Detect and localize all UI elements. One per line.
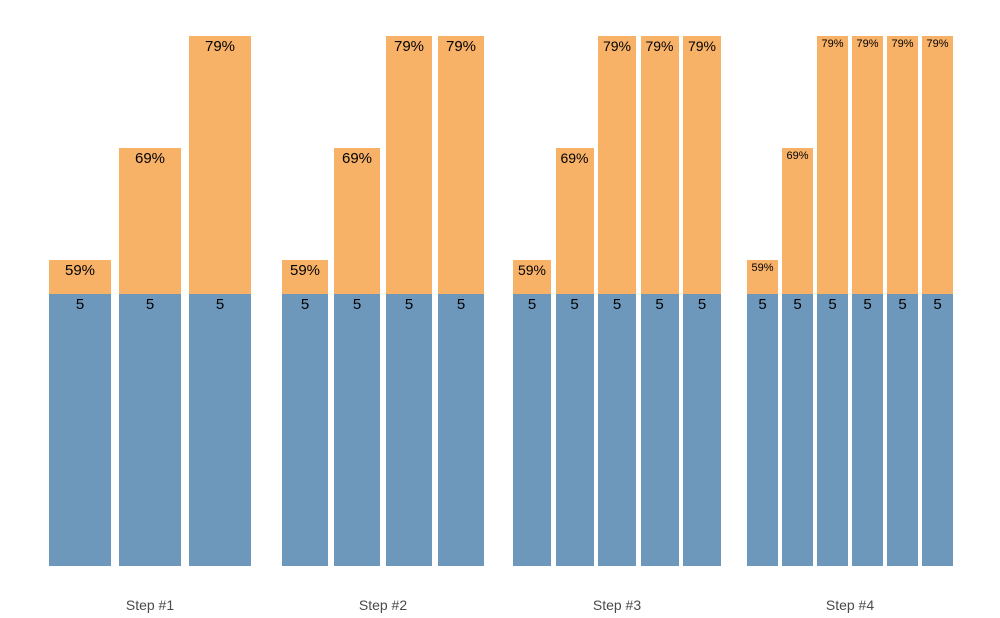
percent-label: 69% bbox=[134, 150, 166, 168]
stacked-bar: 69% 5 bbox=[555, 0, 594, 566]
stacked-bar: 69% 5 bbox=[782, 0, 813, 566]
base-segment: 5 bbox=[683, 294, 721, 566]
x-axis-group-label: Step #3 bbox=[592, 597, 642, 613]
stacked-bar: 79% 5 bbox=[640, 0, 679, 566]
percent-segment: 79% bbox=[640, 36, 679, 294]
stacked-bar: 79% 5 bbox=[922, 0, 953, 566]
base-segment: 5 bbox=[49, 294, 111, 566]
base-value-label: 5 bbox=[527, 296, 537, 313]
x-axis-group-label: Step #4 bbox=[825, 597, 875, 613]
percent-segment: 79% bbox=[438, 36, 484, 294]
percent-label: 79% bbox=[687, 38, 717, 55]
base-value-label: 5 bbox=[933, 296, 942, 313]
percent-label: 79% bbox=[602, 38, 632, 55]
percent-label: 79% bbox=[891, 38, 914, 51]
percent-segment: 59% bbox=[513, 260, 551, 294]
percent-segment: 59% bbox=[747, 260, 778, 294]
percent-segment: 79% bbox=[189, 36, 251, 294]
percent-label: 59% bbox=[517, 262, 547, 279]
percent-segment: 79% bbox=[922, 36, 953, 294]
percent-segment: 69% bbox=[334, 148, 380, 294]
percent-label: 69% bbox=[341, 150, 373, 168]
base-value-label: 5 bbox=[898, 296, 907, 313]
percent-segment: 69% bbox=[555, 148, 594, 294]
bar-group: 59% 5 69% 5 79% 5 bbox=[49, 0, 251, 566]
base-value-label: 5 bbox=[570, 296, 579, 313]
stacked-bar: 79% 5 bbox=[817, 0, 848, 566]
base-value-label: 5 bbox=[352, 296, 362, 313]
base-segment: 5 bbox=[640, 294, 679, 566]
percent-segment: 79% bbox=[598, 36, 636, 294]
percent-segment: 79% bbox=[887, 36, 918, 294]
percent-segment: 79% bbox=[852, 36, 883, 294]
stacked-bar: 79% 5 bbox=[887, 0, 918, 566]
base-segment: 5 bbox=[852, 294, 883, 566]
base-segment: 5 bbox=[598, 294, 636, 566]
percent-label: 79% bbox=[821, 38, 844, 51]
base-segment: 5 bbox=[747, 294, 778, 566]
base-segment: 5 bbox=[555, 294, 594, 566]
stacked-bar: 79% 5 bbox=[598, 0, 636, 566]
percent-segment: 79% bbox=[817, 36, 848, 294]
base-value-label: 5 bbox=[863, 296, 872, 313]
stacked-bar: 79% 5 bbox=[852, 0, 883, 566]
percent-label: 69% bbox=[786, 150, 809, 163]
base-value-label: 5 bbox=[828, 296, 837, 313]
x-axis-group-label: Step #1 bbox=[125, 597, 175, 613]
percent-label: 79% bbox=[926, 38, 949, 51]
percent-segment: 59% bbox=[282, 260, 328, 294]
base-value-label: 5 bbox=[404, 296, 414, 313]
base-value-label: 5 bbox=[655, 296, 664, 313]
stacked-bar: 69% 5 bbox=[119, 0, 181, 566]
stacked-bar: 79% 5 bbox=[386, 0, 432, 566]
percent-label: 69% bbox=[560, 150, 589, 167]
percent-segment: 59% bbox=[49, 260, 111, 294]
bar-group: 59% 5 69% 5 79% 5 79% 5 79% 5 79% 5 bbox=[747, 0, 953, 566]
stacked-bar: 79% 5 bbox=[438, 0, 484, 566]
base-segment: 5 bbox=[513, 294, 551, 566]
bar-group: 59% 5 69% 5 79% 5 79% 5 79% 5 bbox=[513, 0, 721, 566]
stacked-bar: 59% 5 bbox=[747, 0, 778, 566]
percent-label: 59% bbox=[289, 262, 321, 280]
base-segment: 5 bbox=[782, 294, 813, 566]
stacked-bar: 79% 5 bbox=[683, 0, 721, 566]
stacked-bar: 69% 5 bbox=[334, 0, 380, 566]
base-segment: 5 bbox=[282, 294, 328, 566]
base-segment: 5 bbox=[887, 294, 918, 566]
base-value-label: 5 bbox=[215, 296, 225, 313]
base-value-label: 5 bbox=[145, 296, 155, 313]
x-axis-group-label: Step #2 bbox=[358, 597, 408, 613]
percent-label: 79% bbox=[645, 38, 674, 55]
stacked-bar: 59% 5 bbox=[513, 0, 551, 566]
base-segment: 5 bbox=[386, 294, 432, 566]
percent-label: 79% bbox=[393, 38, 425, 56]
base-value-label: 5 bbox=[697, 296, 707, 313]
percent-segment: 79% bbox=[386, 36, 432, 294]
base-value-label: 5 bbox=[456, 296, 466, 313]
base-value-label: 5 bbox=[793, 296, 802, 313]
percent-segment: 79% bbox=[683, 36, 721, 294]
base-segment: 5 bbox=[119, 294, 181, 566]
percent-label: 59% bbox=[751, 262, 774, 275]
stacked-bar: 59% 5 bbox=[49, 0, 111, 566]
percent-label: 59% bbox=[64, 262, 96, 280]
percent-segment: 69% bbox=[119, 148, 181, 294]
base-segment: 5 bbox=[334, 294, 380, 566]
base-segment: 5 bbox=[189, 294, 251, 566]
percent-label: 79% bbox=[856, 38, 879, 51]
base-segment: 5 bbox=[438, 294, 484, 566]
percent-segment: 69% bbox=[782, 148, 813, 294]
percent-label: 79% bbox=[204, 38, 236, 56]
bar-group: 59% 5 69% 5 79% 5 79% 5 bbox=[282, 0, 484, 566]
base-value-label: 5 bbox=[75, 296, 85, 313]
base-value-label: 5 bbox=[612, 296, 622, 313]
stacked-bar: 79% 5 bbox=[189, 0, 251, 566]
base-segment: 5 bbox=[817, 294, 848, 566]
percent-label: 79% bbox=[445, 38, 477, 56]
base-value-label: 5 bbox=[758, 296, 767, 313]
stacked-bar: 59% 5 bbox=[282, 0, 328, 566]
base-value-label: 5 bbox=[300, 296, 310, 313]
base-segment: 5 bbox=[922, 294, 953, 566]
